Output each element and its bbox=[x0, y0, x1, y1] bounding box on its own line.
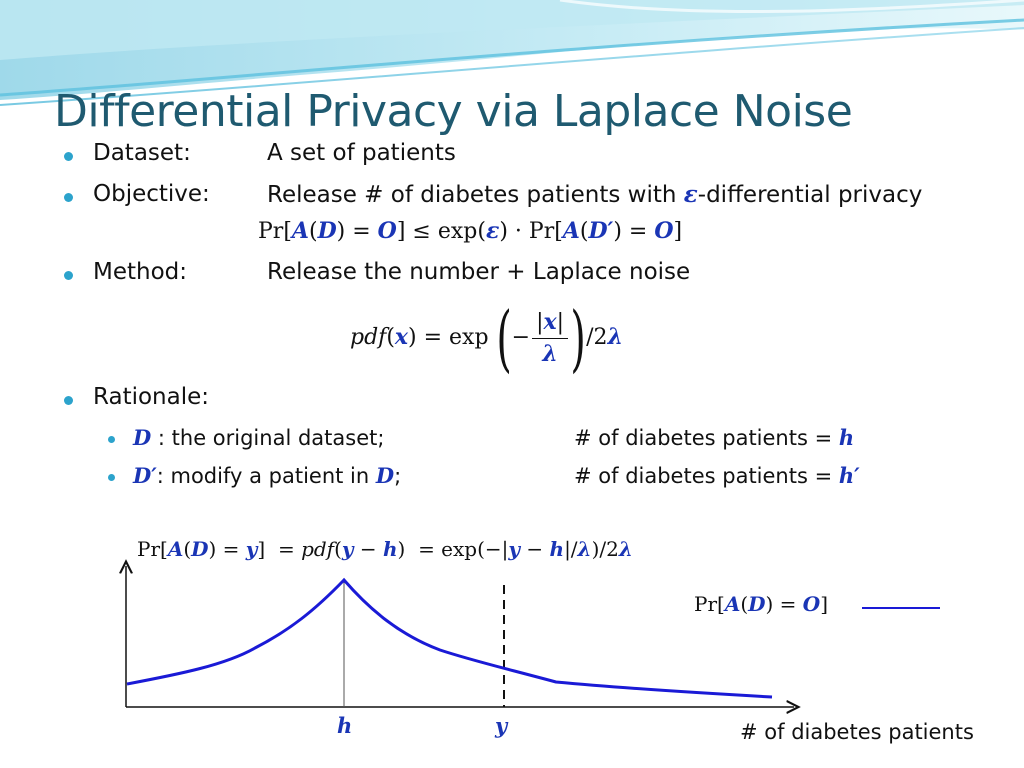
rationale-label: Rationale: bbox=[93, 384, 210, 410]
sub-bullet-dot-icon bbox=[108, 436, 115, 443]
sub-bullet-d-text: D : the original dataset; bbox=[133, 425, 385, 450]
objective-label: Objective: bbox=[93, 181, 210, 207]
sub-bullet-dprime-count: # of diabetes patients = h′ bbox=[574, 463, 860, 488]
bullet-dot-icon bbox=[64, 193, 73, 202]
x-axis-label: # of diabetes patients bbox=[740, 720, 974, 744]
bullet-dot-icon bbox=[64, 152, 73, 161]
sub-bullet-dprime-text: D′: modify a patient in D; bbox=[133, 463, 402, 488]
laplace-curve bbox=[126, 577, 773, 699]
chart-formula: Pr[A(D) = y] = pdf(y − h) = exp(−|y − h|… bbox=[137, 537, 633, 561]
header-wave-banner bbox=[0, 0, 1024, 106]
objective-text: Release # of diabetes patients with ε-di… bbox=[267, 181, 922, 208]
dp-definition-formula: Pr[A(D) = O] ≤ exp(ε) · Pr[A(D′) = O] bbox=[258, 218, 683, 244]
bullet-dot-icon bbox=[64, 396, 73, 405]
h-tick-label: h bbox=[337, 713, 353, 738]
method-label: Method: bbox=[93, 259, 188, 285]
epsilon-symbol: ε bbox=[683, 181, 698, 208]
sub-bullet-d-count: # of diabetes patients = h bbox=[574, 425, 855, 450]
y-tick-label: y bbox=[495, 713, 508, 738]
method-text: Release the number + Laplace noise bbox=[267, 259, 691, 285]
legend-label: Pr[A(D) = O] bbox=[694, 592, 829, 616]
slide-title: Differential Privacy via Laplace Noise bbox=[54, 86, 853, 137]
dataset-text: A set of patients bbox=[267, 140, 456, 166]
pdf-formula: pdf(x) = exp (− |x| λ)/2λ bbox=[350, 296, 623, 380]
objective-text-post: -differential privacy bbox=[697, 182, 923, 208]
dataset-label: Dataset: bbox=[93, 140, 191, 166]
bullet-dot-icon bbox=[64, 271, 73, 280]
sub-bullet-dot-icon bbox=[108, 474, 115, 481]
objective-text-pre: Release # of diabetes patients with bbox=[267, 182, 684, 208]
